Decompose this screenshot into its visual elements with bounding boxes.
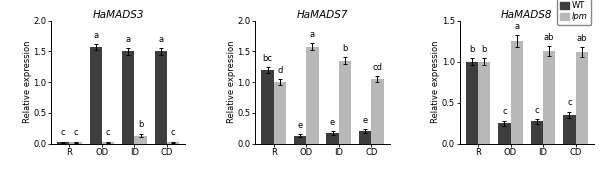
Text: a: a (158, 35, 163, 44)
Text: b: b (138, 120, 143, 129)
Text: e: e (298, 121, 303, 130)
Bar (530, 121, 543, 144)
Text: a: a (93, 31, 98, 40)
Text: ab: ab (544, 33, 554, 42)
Bar (563, 115, 575, 144)
Y-axis label: Relative expression: Relative expression (431, 41, 440, 123)
Bar (70, 142, 82, 144)
Text: e: e (362, 116, 368, 125)
Bar (262, 70, 274, 144)
Bar (274, 82, 286, 144)
Bar (339, 61, 351, 144)
Bar (294, 136, 306, 144)
Legend: WT, lpm: WT, lpm (557, 0, 591, 25)
Title: HaMADS8: HaMADS8 (501, 10, 553, 20)
Text: b: b (342, 44, 347, 53)
Y-axis label: Relative expression: Relative expression (23, 41, 32, 123)
Text: b: b (482, 45, 487, 54)
Bar (89, 47, 102, 144)
Text: a: a (514, 22, 519, 31)
Text: ab: ab (577, 34, 587, 43)
Bar (466, 62, 478, 144)
Bar (102, 142, 115, 144)
Text: cd: cd (373, 63, 382, 72)
Text: d: d (277, 66, 283, 75)
Bar (134, 136, 147, 144)
Text: bc: bc (263, 53, 272, 62)
Bar (359, 131, 371, 144)
Text: c: c (171, 128, 175, 137)
Bar (511, 41, 523, 144)
Bar (575, 52, 588, 144)
Bar (155, 52, 167, 144)
Text: b: b (469, 45, 475, 54)
Text: c: c (567, 98, 572, 107)
Text: c: c (73, 128, 78, 137)
Title: HaMADS7: HaMADS7 (297, 10, 348, 20)
Bar (326, 133, 339, 144)
Bar (371, 79, 383, 144)
Bar (498, 123, 511, 144)
Bar (543, 51, 556, 144)
Title: HaMADS3: HaMADS3 (92, 10, 144, 20)
Text: c: c (502, 107, 506, 116)
Bar (478, 62, 490, 144)
Y-axis label: Relative expression: Relative expression (227, 41, 236, 123)
Text: e: e (330, 118, 335, 127)
Text: a: a (126, 35, 131, 44)
Text: c: c (106, 128, 110, 137)
Text: a: a (310, 30, 315, 39)
Bar (167, 142, 179, 144)
Bar (306, 47, 319, 144)
Bar (122, 52, 134, 144)
Bar (57, 142, 70, 144)
Text: c: c (535, 106, 539, 115)
Text: c: c (61, 128, 65, 137)
